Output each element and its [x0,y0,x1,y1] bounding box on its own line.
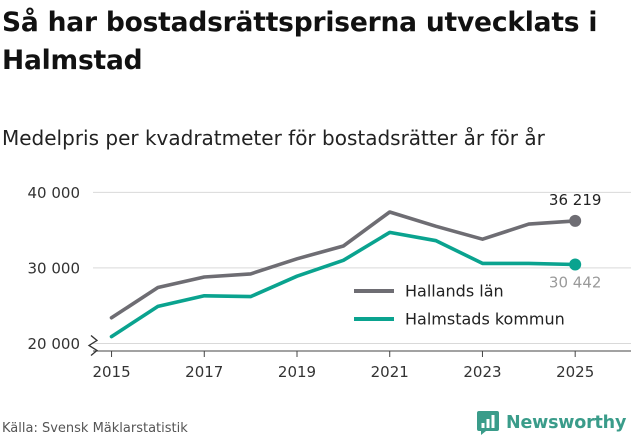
chart-title: Så har bostadsrättspriserna utvecklats i… [2,7,598,76]
newsworthy-logo-icon [477,411,499,435]
x-tick-label: 2015 [92,363,130,381]
x-tick-label: 2021 [371,363,409,381]
x-tick-label: 2025 [556,363,594,381]
axis-break-icon [87,334,99,356]
series-lines [109,210,582,339]
legend-label: Halmstads kommun [405,310,565,329]
x-tick-label: 2017 [185,363,223,381]
series-line [109,210,578,320]
axes: 20 000 30 000 40 000 2015 2017 2019 2021 2023 20… [28,184,631,381]
legend-label: Hallands län [405,282,504,301]
source-note: Källa: Svensk Mäklarstatistik [2,421,188,436]
x-tick-label: 2023 [463,363,501,381]
legend-background [346,276,592,334]
y-tick-label: 20 000 [28,335,81,353]
y-tick-label: 30 000 [28,259,81,277]
end-point [569,214,582,227]
legend: Hallands län Halmstads kommun [346,276,592,334]
data-label: 36 219 [549,191,602,209]
x-tick-label: 2019 [278,363,316,381]
grid-lines [93,191,631,344]
end-point [569,258,582,271]
y-tick-label: 40 000 [28,184,81,202]
line-chart: 20 000 30 000 40 000 2015 2017 2019 2021 2023 20… [28,184,631,381]
newsworthy-logo[interactable]: Newsworthy [476,409,626,437]
chart-subtitle: Medelpris per kvadratmeter för bostadsrä… [2,126,545,150]
series-line [109,230,578,339]
data-labels: 36 219 30 442 [549,191,602,292]
brand-name: Newsworthy [506,413,627,433]
data-label: 30 442 [549,274,602,292]
